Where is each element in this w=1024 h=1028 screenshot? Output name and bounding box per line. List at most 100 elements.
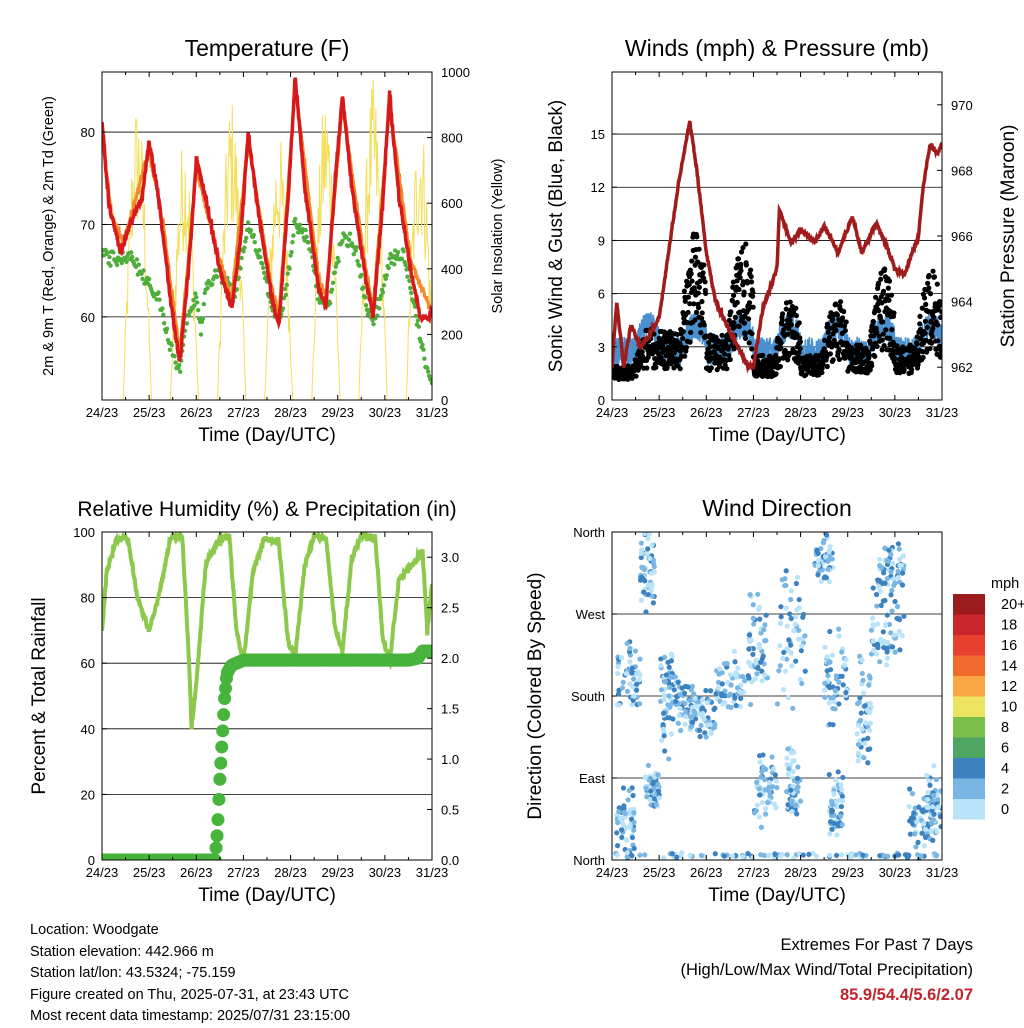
direction-point xyxy=(894,615,900,622)
gust-point xyxy=(882,266,888,272)
direction-point xyxy=(896,546,902,552)
direction-point xyxy=(795,636,802,642)
dewpoint-point xyxy=(244,235,249,241)
direction-point xyxy=(746,675,752,681)
direction-point xyxy=(839,793,846,799)
rainfall-point xyxy=(219,681,233,695)
legend-swatch xyxy=(953,799,985,820)
rainfall-point xyxy=(425,644,432,658)
gust-point xyxy=(637,361,644,367)
direction-point xyxy=(647,796,653,803)
dewpoint-point xyxy=(384,273,389,278)
dewpoint-point xyxy=(252,239,257,245)
y-tick-label: 80 xyxy=(81,125,95,140)
gust-point xyxy=(741,289,747,295)
direction-point xyxy=(826,771,832,778)
gust-point xyxy=(685,294,691,300)
direction-point xyxy=(746,632,753,638)
direction-point xyxy=(836,633,842,639)
extremes-values: 85.9/54.4/5.6/2.07 xyxy=(839,986,973,1004)
gust-point xyxy=(827,325,833,331)
direction-point xyxy=(747,701,754,708)
gust-point xyxy=(937,301,942,307)
direction-point xyxy=(897,556,903,562)
direction-point xyxy=(877,853,883,859)
direction-point xyxy=(689,683,696,689)
x-tick-label: 27/23 xyxy=(737,865,770,880)
gust-point xyxy=(874,329,880,335)
direction-point xyxy=(865,746,871,753)
gust-point xyxy=(819,369,825,376)
direction-point xyxy=(631,810,637,816)
dewpoint-point xyxy=(140,276,145,282)
dewpoint-point xyxy=(107,254,112,260)
gust-point xyxy=(686,282,692,288)
direction-point xyxy=(616,805,622,811)
direction-point xyxy=(859,670,865,677)
direction-point xyxy=(794,811,800,817)
y2-tick-label: 970 xyxy=(951,98,973,113)
dewpoint-point xyxy=(288,253,293,258)
y2-tick-label: 0 xyxy=(441,393,448,408)
dewpoint-point xyxy=(261,265,266,271)
gust-point xyxy=(633,373,639,379)
y2-tick-label: 400 xyxy=(441,262,463,277)
gust-point xyxy=(683,345,689,351)
gust-point xyxy=(935,338,941,344)
dewpoint-point xyxy=(422,356,427,361)
gust-point xyxy=(679,345,686,351)
direction-point xyxy=(670,716,676,722)
direction-point xyxy=(837,813,844,819)
y-axis-label: 2m & 9m T (Red, Orange) & 2m Td (Green) xyxy=(41,96,57,376)
gust-point xyxy=(726,352,732,359)
direction-point xyxy=(669,851,675,857)
humidity-panel: 24/23 25/23 26/23 27/23 28/23 29/23 30/23 31/23… xyxy=(29,498,459,906)
direction-point xyxy=(855,750,862,756)
legend-swatch xyxy=(953,594,985,615)
dewpoint-point xyxy=(245,220,251,225)
dewpoint-point xyxy=(329,287,335,292)
direction-point xyxy=(643,609,649,615)
direction-point xyxy=(672,674,679,680)
direction-point xyxy=(785,746,791,752)
direction-point xyxy=(698,852,705,859)
direction-point xyxy=(836,626,842,632)
direction-point xyxy=(911,810,917,816)
legend-label: 4 xyxy=(1001,761,1009,777)
direction-point xyxy=(781,649,787,656)
direction-point xyxy=(785,695,791,701)
gust-point xyxy=(742,331,748,337)
plot-area xyxy=(102,532,432,860)
direction-point xyxy=(757,616,763,622)
direction-point xyxy=(782,668,788,674)
direction-point xyxy=(796,596,802,603)
direction-point xyxy=(658,687,665,693)
direction-point xyxy=(890,560,896,566)
direction-point xyxy=(907,831,914,837)
direction-point xyxy=(855,742,862,748)
direction-point xyxy=(826,549,832,555)
direction-point xyxy=(716,665,723,672)
station-info: Location: Woodgate Station elevation: 44… xyxy=(30,920,350,1028)
direction-point xyxy=(666,756,672,762)
direction-point xyxy=(703,687,709,694)
gust-point xyxy=(653,364,659,370)
direction-point xyxy=(829,799,835,805)
gust-point xyxy=(880,331,886,337)
y-tick-label: 0 xyxy=(88,853,95,868)
direction-point xyxy=(882,597,888,604)
y-tick-label: 3 xyxy=(598,340,605,355)
rainfall-point xyxy=(217,708,231,722)
dewpoint-point xyxy=(383,276,388,282)
dewpoint-point xyxy=(421,347,426,352)
dewpoint-point xyxy=(420,342,425,348)
direction-point xyxy=(886,547,892,553)
gust-point xyxy=(779,317,785,323)
dewpoint-point xyxy=(284,282,289,288)
gust-point xyxy=(788,322,794,328)
direction-point xyxy=(862,740,868,746)
direction-point xyxy=(822,680,828,686)
direction-point xyxy=(827,831,833,837)
direction-point xyxy=(756,645,763,651)
direction-point xyxy=(788,750,794,756)
